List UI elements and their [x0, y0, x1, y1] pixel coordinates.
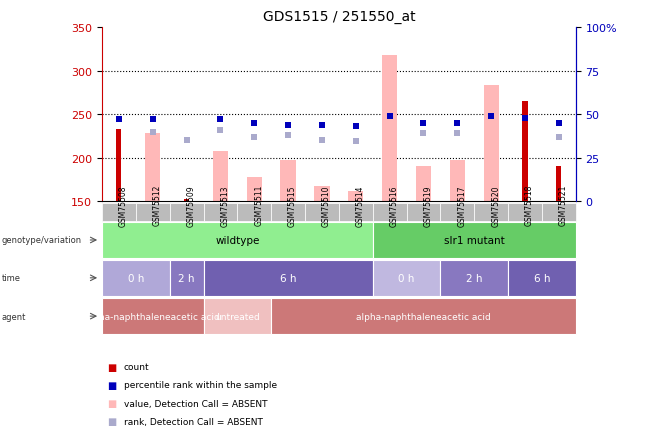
Text: GSM75509: GSM75509: [187, 184, 195, 226]
Text: genotype/variation: genotype/variation: [2, 236, 82, 245]
Text: GSM75508: GSM75508: [119, 184, 128, 226]
Bar: [416, 167, 431, 202]
Text: ■: ■: [107, 362, 116, 372]
Text: 0 h: 0 h: [128, 273, 144, 283]
Text: GSM75510: GSM75510: [322, 184, 331, 226]
Text: 2 h: 2 h: [178, 273, 195, 283]
Text: agent: agent: [2, 312, 26, 321]
Bar: [449, 161, 465, 202]
Text: rank, Detection Call = ABSENT: rank, Detection Call = ABSENT: [124, 417, 263, 426]
Bar: [184, 199, 189, 202]
Text: value, Detection Call = ABSENT: value, Detection Call = ABSENT: [124, 399, 267, 408]
Text: GSM75518: GSM75518: [525, 184, 534, 226]
Text: GSM75515: GSM75515: [288, 184, 297, 226]
Text: 6 h: 6 h: [534, 273, 550, 283]
Title: GDS1515 / 251550_at: GDS1515 / 251550_at: [263, 10, 415, 24]
Text: GSM75517: GSM75517: [457, 184, 467, 226]
Bar: [247, 178, 262, 202]
Text: GSM75516: GSM75516: [390, 184, 399, 226]
Bar: [484, 85, 499, 202]
Text: 0 h: 0 h: [398, 273, 415, 283]
Text: GSM75512: GSM75512: [153, 184, 162, 226]
Text: ■: ■: [107, 417, 116, 426]
Bar: [348, 191, 363, 202]
Text: slr1 mutant: slr1 mutant: [444, 236, 505, 245]
Text: GSM75520: GSM75520: [491, 184, 500, 226]
Bar: [116, 130, 122, 202]
Text: 2 h: 2 h: [466, 273, 482, 283]
Bar: [213, 151, 228, 202]
Text: GSM75521: GSM75521: [559, 184, 568, 226]
Text: alpha-naphthaleneacetic acid: alpha-naphthaleneacetic acid: [356, 312, 491, 321]
Text: untreated: untreated: [215, 312, 260, 321]
Text: GSM75513: GSM75513: [220, 184, 230, 226]
Bar: [280, 160, 295, 202]
Bar: [556, 167, 561, 202]
Text: GSM75519: GSM75519: [424, 184, 432, 226]
Text: alpha-naphthaleneacetic acid: alpha-naphthaleneacetic acid: [86, 312, 220, 321]
Bar: [522, 102, 528, 202]
Text: ■: ■: [107, 380, 116, 390]
Text: percentile rank within the sample: percentile rank within the sample: [124, 381, 277, 389]
Text: count: count: [124, 362, 149, 371]
Bar: [315, 186, 330, 202]
Text: wildtype: wildtype: [215, 236, 259, 245]
Text: ■: ■: [107, 398, 116, 408]
Text: 6 h: 6 h: [280, 273, 296, 283]
Text: GSM75511: GSM75511: [254, 184, 263, 226]
Bar: [382, 56, 397, 202]
Bar: [145, 134, 161, 202]
Text: time: time: [2, 274, 21, 283]
Text: GSM75514: GSM75514: [356, 184, 365, 226]
